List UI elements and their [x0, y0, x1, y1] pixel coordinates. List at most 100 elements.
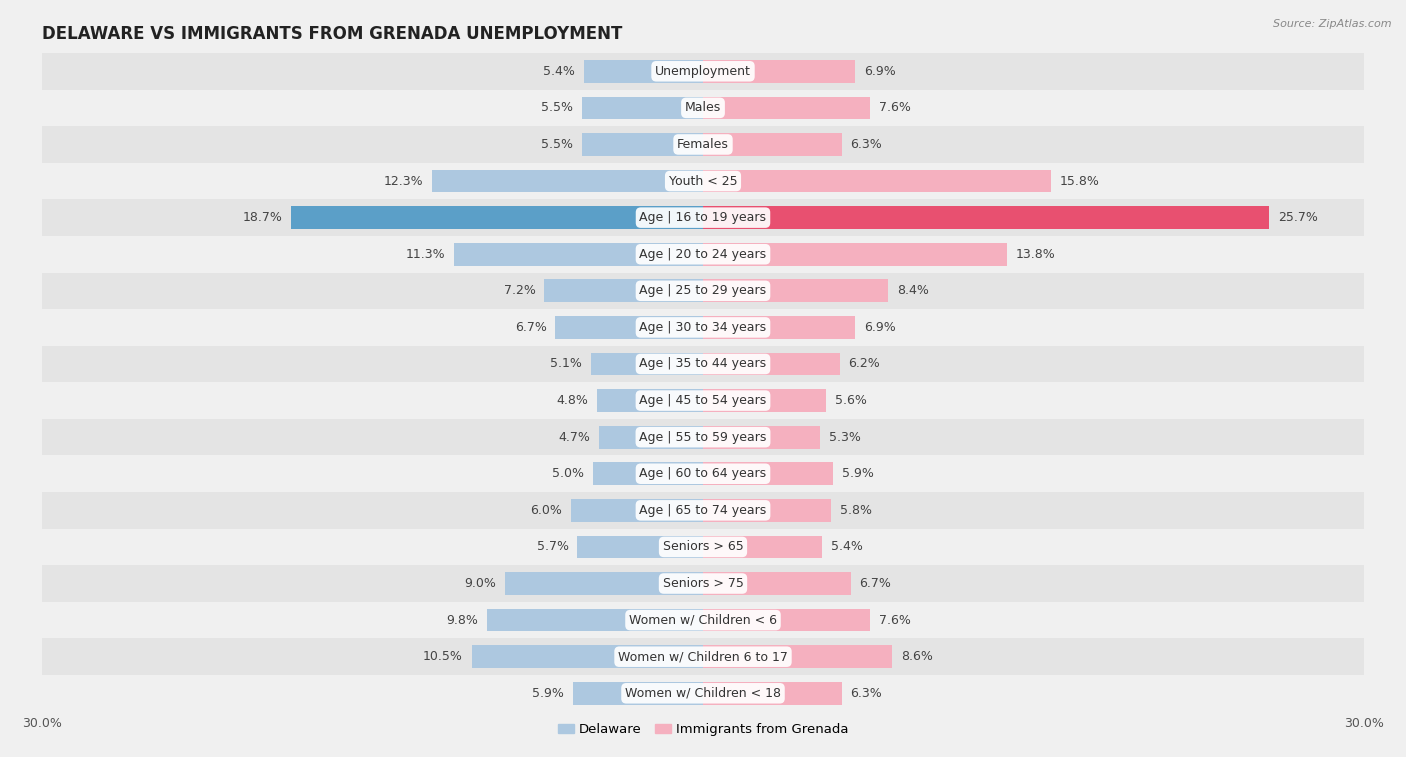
Text: Seniors > 65: Seniors > 65 — [662, 540, 744, 553]
Bar — [703, 646, 893, 668]
Bar — [42, 89, 1364, 126]
Text: 7.6%: 7.6% — [879, 101, 911, 114]
Text: Women w/ Children 6 to 17: Women w/ Children 6 to 17 — [619, 650, 787, 663]
Text: 18.7%: 18.7% — [242, 211, 283, 224]
Text: Source: ZipAtlas.com: Source: ZipAtlas.com — [1274, 19, 1392, 29]
Bar — [703, 133, 842, 156]
Bar — [703, 426, 820, 448]
Bar — [578, 536, 703, 558]
Bar — [598, 389, 703, 412]
Bar — [486, 609, 703, 631]
Bar — [42, 382, 1364, 419]
Text: 6.0%: 6.0% — [530, 504, 562, 517]
Text: Age | 55 to 59 years: Age | 55 to 59 years — [640, 431, 766, 444]
Text: 8.4%: 8.4% — [897, 285, 929, 298]
Bar — [432, 170, 703, 192]
Bar — [582, 97, 703, 119]
Bar — [571, 499, 703, 522]
Text: 5.1%: 5.1% — [550, 357, 582, 370]
Bar — [42, 199, 1364, 236]
Bar — [42, 675, 1364, 712]
Text: 6.9%: 6.9% — [863, 65, 896, 78]
Text: Age | 30 to 34 years: Age | 30 to 34 years — [640, 321, 766, 334]
Bar — [574, 682, 703, 705]
Bar — [42, 273, 1364, 309]
Text: 6.7%: 6.7% — [515, 321, 547, 334]
Bar — [544, 279, 703, 302]
Bar — [42, 419, 1364, 456]
Text: 5.5%: 5.5% — [541, 138, 574, 151]
Bar — [505, 572, 703, 595]
Text: 5.7%: 5.7% — [537, 540, 568, 553]
Bar — [42, 528, 1364, 565]
Bar — [703, 536, 823, 558]
Bar — [703, 279, 889, 302]
Bar — [42, 163, 1364, 199]
Text: Age | 35 to 44 years: Age | 35 to 44 years — [640, 357, 766, 370]
Bar — [42, 565, 1364, 602]
Text: 13.8%: 13.8% — [1015, 248, 1056, 260]
Text: 10.5%: 10.5% — [423, 650, 463, 663]
Text: 11.3%: 11.3% — [406, 248, 446, 260]
Bar — [42, 126, 1364, 163]
Bar — [291, 207, 703, 229]
Bar — [42, 602, 1364, 638]
Bar — [703, 207, 1270, 229]
Bar — [703, 389, 827, 412]
Text: 4.8%: 4.8% — [557, 394, 589, 407]
Bar — [591, 353, 703, 375]
Text: Females: Females — [678, 138, 728, 151]
Bar — [703, 499, 831, 522]
Bar — [703, 97, 870, 119]
Bar — [42, 236, 1364, 273]
Text: 5.5%: 5.5% — [541, 101, 574, 114]
Bar — [703, 243, 1007, 266]
Text: Age | 25 to 29 years: Age | 25 to 29 years — [640, 285, 766, 298]
Bar — [42, 456, 1364, 492]
Bar — [42, 492, 1364, 528]
Bar — [593, 463, 703, 485]
Bar — [703, 316, 855, 338]
Text: Age | 45 to 54 years: Age | 45 to 54 years — [640, 394, 766, 407]
Bar — [703, 60, 855, 83]
Text: 5.9%: 5.9% — [842, 467, 873, 480]
Bar — [42, 346, 1364, 382]
Bar — [42, 53, 1364, 89]
Bar — [454, 243, 703, 266]
Text: 9.0%: 9.0% — [464, 577, 496, 590]
Text: 5.3%: 5.3% — [828, 431, 860, 444]
Bar — [703, 609, 870, 631]
Bar — [583, 60, 703, 83]
Text: 5.6%: 5.6% — [835, 394, 868, 407]
Bar — [703, 170, 1052, 192]
Bar — [42, 638, 1364, 675]
Text: Age | 16 to 19 years: Age | 16 to 19 years — [640, 211, 766, 224]
Text: 5.4%: 5.4% — [831, 540, 863, 553]
Bar — [599, 426, 703, 448]
Text: 25.7%: 25.7% — [1278, 211, 1317, 224]
Text: 5.4%: 5.4% — [543, 65, 575, 78]
Bar — [555, 316, 703, 338]
Text: 6.2%: 6.2% — [848, 357, 880, 370]
Bar — [471, 646, 703, 668]
Text: DELAWARE VS IMMIGRANTS FROM GRENADA UNEMPLOYMENT: DELAWARE VS IMMIGRANTS FROM GRENADA UNEM… — [42, 25, 623, 43]
Text: 7.2%: 7.2% — [503, 285, 536, 298]
Bar — [42, 309, 1364, 346]
Text: Women w/ Children < 18: Women w/ Children < 18 — [626, 687, 780, 699]
Text: 8.6%: 8.6% — [901, 650, 934, 663]
Text: 12.3%: 12.3% — [384, 175, 423, 188]
Bar — [703, 353, 839, 375]
Text: 15.8%: 15.8% — [1060, 175, 1099, 188]
Text: Women w/ Children < 6: Women w/ Children < 6 — [628, 614, 778, 627]
Bar — [582, 133, 703, 156]
Bar — [703, 463, 832, 485]
Text: 9.8%: 9.8% — [447, 614, 478, 627]
Text: Age | 65 to 74 years: Age | 65 to 74 years — [640, 504, 766, 517]
Text: Seniors > 75: Seniors > 75 — [662, 577, 744, 590]
Text: 4.7%: 4.7% — [558, 431, 591, 444]
Text: 6.7%: 6.7% — [859, 577, 891, 590]
Text: Males: Males — [685, 101, 721, 114]
Text: 5.0%: 5.0% — [553, 467, 583, 480]
Text: 7.6%: 7.6% — [879, 614, 911, 627]
Bar — [703, 572, 851, 595]
